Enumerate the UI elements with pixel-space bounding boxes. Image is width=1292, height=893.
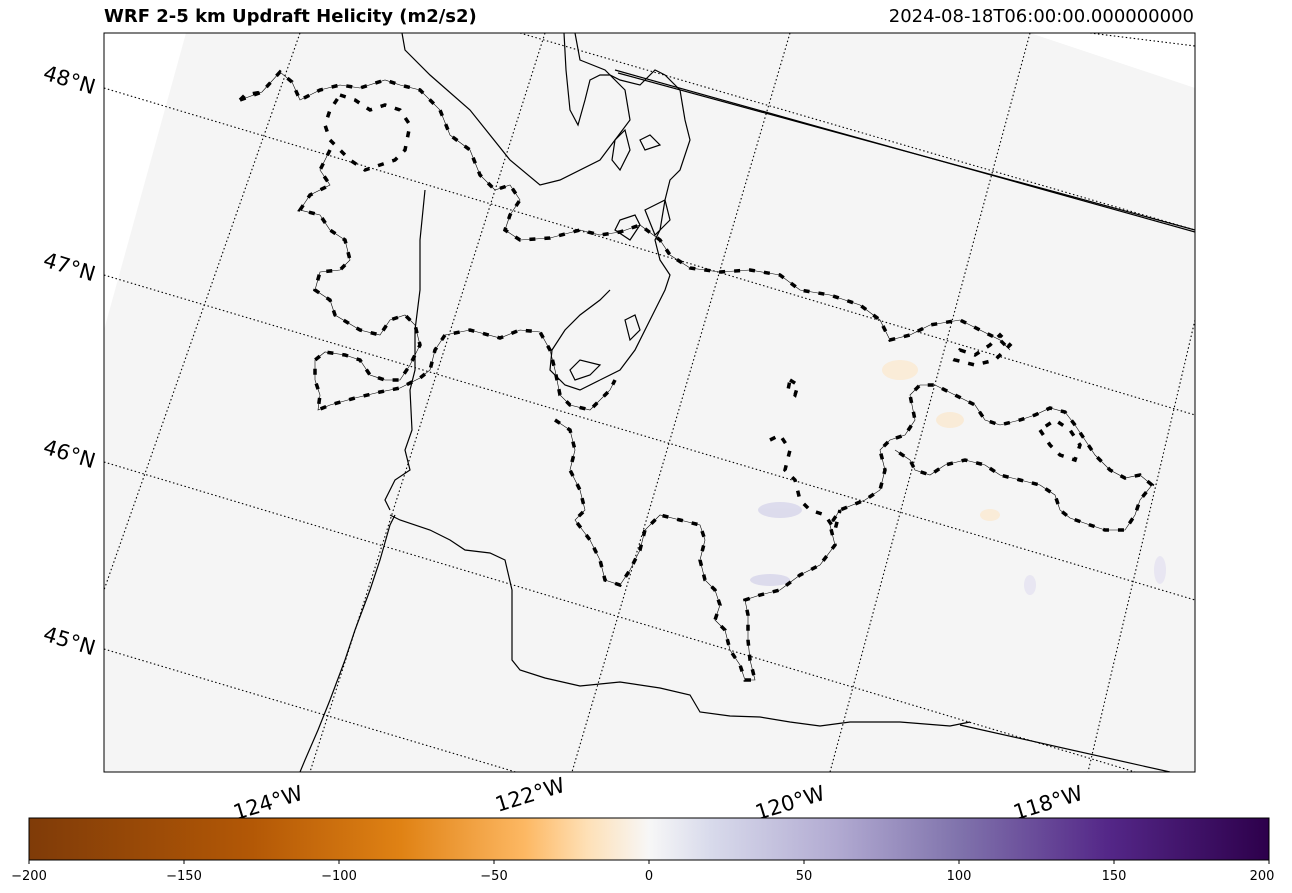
helicity-field	[750, 360, 1166, 595]
colorbar-tick: 150	[1102, 869, 1127, 884]
colorbar-tick: −200	[11, 869, 47, 884]
map-area	[104, 33, 1195, 772]
colorbar-tick: 50	[796, 869, 813, 884]
helicity-contours	[238, 69, 1155, 682]
lat-label-46: 46°N	[41, 435, 99, 473]
colorbar-gradient	[28, 817, 1270, 861]
colorbar-tick: 0	[645, 869, 653, 884]
valid-time: 2024-08-18T06:00:00.000000000	[888, 6, 1194, 27]
lon-label-122: 122°W	[492, 773, 567, 817]
latitude-labels: 48°N 47°N 46°N 45°N	[41, 61, 99, 660]
lat-label-47: 47°N	[41, 248, 99, 286]
data-domain	[104, 33, 1195, 772]
lat-label-45: 45°N	[41, 622, 99, 660]
lat-label-48: 48°N	[41, 61, 99, 99]
colorbar-tick: 200	[1250, 869, 1275, 884]
latitude-gridlines	[104, 33, 1195, 772]
colorbar: −200 −150 −100 −50 0 50 100 150 200	[11, 817, 1275, 884]
colorbar-tick: −150	[166, 869, 202, 884]
map-title: WRF 2-5 km Updraft Helicity (m2/s2)	[104, 6, 477, 27]
longitude-gridlines	[104, 33, 1195, 772]
map-frame	[103, 32, 1196, 773]
coastlines	[299, 33, 1195, 772]
colorbar-tick: −100	[321, 869, 357, 884]
colorbar-tick: 100	[947, 869, 972, 884]
longitude-labels: 124°W 122°W 120°W 118°W	[230, 773, 1085, 825]
colorbar-tick: −50	[480, 869, 507, 884]
